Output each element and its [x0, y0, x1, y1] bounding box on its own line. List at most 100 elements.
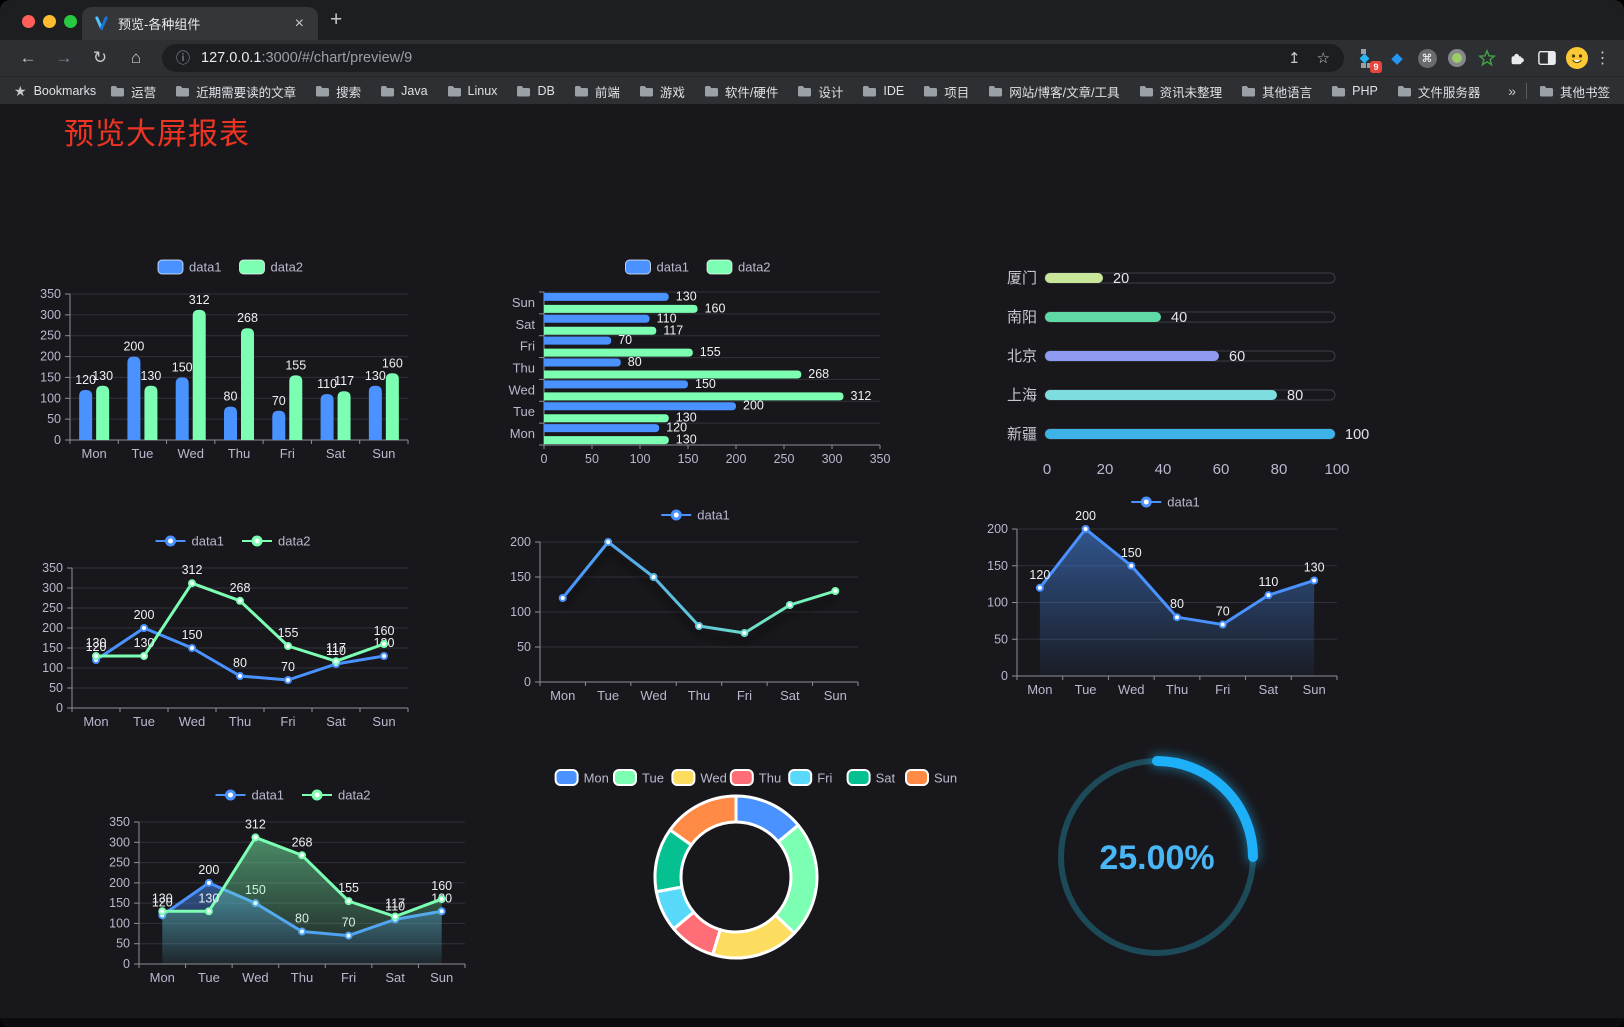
other-bookmarks-folder[interactable]: 其他书签	[1539, 82, 1610, 101]
reload-icon[interactable]: ↻	[92, 48, 108, 67]
legend-item-data2[interactable]: data2	[302, 788, 371, 803]
svg-text:Sun: Sun	[512, 295, 535, 310]
bookmark-folder[interactable]: DB	[516, 84, 555, 98]
legend-item-data2[interactable]: data2	[242, 534, 311, 549]
site-info-icon[interactable]: ⓘ	[176, 50, 190, 66]
svg-text:300: 300	[40, 308, 61, 322]
legend: data1 data2	[625, 259, 771, 275]
legend-item-Wed[interactable]: Wed	[671, 769, 727, 786]
bookmark-folder[interactable]: 近期需要读的文章	[175, 82, 296, 101]
extensions-puzzle-icon[interactable]	[1502, 43, 1532, 73]
svg-text:Fri: Fri	[280, 446, 295, 461]
bookmark-folder[interactable]: 前端	[574, 82, 620, 101]
svg-text:268: 268	[237, 311, 258, 325]
bookmark-folder[interactable]: Java	[380, 84, 428, 98]
bookmark-folder[interactable]: 网站/博客/文章/工具	[988, 82, 1120, 101]
chart-donut[interactable]: Mon Tue Wed Thu Fri Sat Sun	[554, 759, 957, 1009]
legend-item-Thu[interactable]: Thu	[729, 769, 781, 786]
bookmark-star-icon[interactable]: ☆	[1316, 50, 1330, 67]
legend-item-data2[interactable]: data2	[239, 259, 304, 275]
legend-item-Fri[interactable]: Fri	[788, 769, 832, 786]
svg-text:160: 160	[705, 301, 726, 315]
donut-slice-Sun[interactable]	[668, 794, 738, 847]
svg-text:150: 150	[40, 370, 61, 384]
bookmark-folder[interactable]: PHP	[1331, 84, 1378, 98]
svg-text:Mon: Mon	[83, 714, 108, 729]
legend-item-data1[interactable]: data1	[157, 259, 222, 275]
legend-item-Mon[interactable]: Mon	[554, 769, 609, 786]
new-tab-button[interactable]: +	[330, 8, 343, 31]
zoom-window-button[interactable]	[64, 15, 77, 28]
tab-close-icon[interactable]: ×	[294, 14, 304, 32]
share-icon[interactable]: ↥	[1287, 50, 1301, 67]
svg-text:data1: data1	[189, 260, 222, 275]
url-bar[interactable]: ⓘ 127.0.0.1 :3000/#/chart/preview/9 ↥ ☆	[162, 44, 1344, 72]
browser-tab[interactable]: 预览-各种组件 ×	[82, 7, 318, 40]
chart-bar-grouped-vertical[interactable]: 0 50 100 150 200 250 300 350 Mon Tue Wed Thu Fri Sat S…	[40, 252, 425, 470]
legend-item-data1[interactable]: data1	[155, 534, 225, 549]
svg-text:Tue: Tue	[133, 714, 155, 729]
bookmark-folder[interactable]: 搜索	[315, 82, 361, 101]
extension-grid-icon[interactable]: 9	[1352, 43, 1382, 73]
extension-gem-icon[interactable]: ◆	[1391, 50, 1403, 67]
bookmark-folder[interactable]: 资讯未整理	[1139, 82, 1222, 101]
chart-line-two-series[interactable]: 0 50 100 150 200 250 300 350 Mon Tue Wed Thu Fri Sat S…	[42, 524, 425, 742]
bookmark-folder[interactable]: 设计	[797, 82, 843, 101]
legend-item-data1[interactable]: data1	[625, 259, 690, 275]
legend-item-data1[interactable]: data1	[661, 508, 730, 523]
svg-text:Sun: Sun	[372, 446, 395, 461]
bookmarks-overflow-icon[interactable]: »	[1508, 83, 1516, 99]
forward-icon[interactable]: →	[55, 48, 73, 67]
extension-command-icon[interactable]: ⌘	[1412, 43, 1442, 73]
svg-text:150: 150	[678, 452, 699, 466]
bookmarks-root-label[interactable]: Bookmarks	[33, 84, 97, 98]
series-data1	[558, 538, 840, 637]
bookmark-folder[interactable]: Linux	[447, 84, 497, 98]
svg-text:Thu: Thu	[513, 361, 535, 376]
extension-record-icon[interactable]	[1442, 43, 1472, 73]
svg-text:0: 0	[123, 957, 130, 971]
chart-bar-grouped-horizontal[interactable]: Sun Sat Fri Thu Wed Tue Mon 0 50 100 150 200 250 300 3…	[500, 252, 900, 470]
bookmark-folder[interactable]: 游戏	[639, 82, 685, 101]
chart-line-area-double[interactable]: 0 50 100 150 200 250 300 350 Mon Tue Wed Thu Fri Sat S…	[105, 779, 485, 1004]
bookmark-folder[interactable]: 其他语言	[1241, 82, 1312, 101]
close-window-button[interactable]	[22, 15, 35, 28]
chart-progress-bar-list[interactable]: 厦门 20 南阳 40 北京 60 上海 80 新疆 100 0 20 40 60 80 100	[985, 252, 1369, 487]
page-title: 预览大屏报表	[64, 118, 250, 151]
home-icon[interactable]: ⌂	[130, 48, 142, 67]
svg-text:200: 200	[134, 608, 155, 622]
x-axis: Mon Tue Wed Thu Fri Sat Sun	[539, 681, 859, 703]
svg-text:Fri: Fri	[817, 771, 832, 786]
back-icon[interactable]: ←	[19, 48, 37, 67]
profile-avatar[interactable]	[1562, 43, 1592, 73]
bookmark-folder[interactable]: IDE	[862, 84, 904, 98]
chart-gauge[interactable]: 25.00%	[1040, 742, 1275, 977]
svg-text:110: 110	[385, 899, 405, 913]
minimize-window-button[interactable]	[43, 15, 56, 28]
legend-item-data1[interactable]: data1	[1131, 495, 1200, 510]
legend-item-data1[interactable]: data1	[215, 788, 285, 803]
svg-text:Thu: Thu	[759, 771, 781, 786]
svg-text:150: 150	[1121, 546, 1142, 560]
series-data1: 120 200 150 80 70 110 130	[1029, 509, 1325, 676]
legend-item-data2[interactable]: data2	[706, 259, 771, 275]
svg-text:70: 70	[281, 660, 295, 674]
legend-item-Tue[interactable]: Tue	[613, 769, 664, 786]
bookmarks-star-icon[interactable]: ★	[14, 82, 27, 99]
bookmark-folder[interactable]: 运营	[110, 82, 156, 101]
svg-text:268: 268	[292, 835, 313, 849]
bookmark-folder[interactable]: 项目	[923, 82, 969, 101]
donut-slice-Tue[interactable]	[774, 823, 819, 935]
extension-star-icon[interactable]	[1472, 43, 1502, 73]
chart-line-gradient[interactable]: 0 50 100 150 200 Mon Tue Wed Thu Fri Sat Sun data1	[505, 497, 890, 719]
legend-item-Sat[interactable]: Sat	[846, 769, 896, 786]
bookmark-folder[interactable]: 文件服务器	[1397, 82, 1480, 101]
bookmark-folder[interactable]: 软件/硬件	[704, 82, 778, 101]
menu-icon[interactable]: ⋮	[1594, 50, 1612, 67]
legend-item-Sun[interactable]: Sun	[905, 769, 957, 786]
svg-text:130: 130	[676, 433, 697, 447]
donut-slice-Wed[interactable]	[711, 913, 796, 960]
svg-text:160: 160	[382, 356, 403, 370]
sidebar-toggle-icon[interactable]	[1532, 43, 1562, 73]
